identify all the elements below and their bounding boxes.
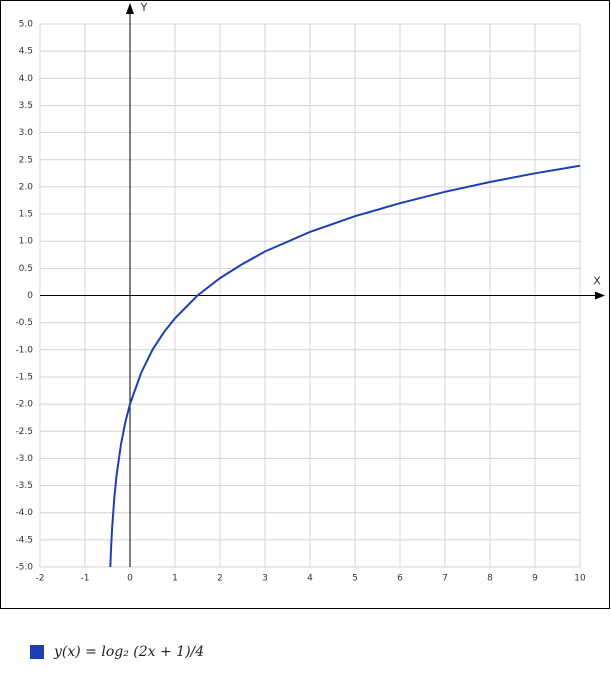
x-tick-label: 9 — [532, 574, 538, 584]
y-tick-label: 5.0 — [19, 20, 34, 30]
x-tick-label: 6 — [397, 574, 403, 584]
y-tick-label: -2.5 — [15, 427, 33, 437]
y-tick-label: 2.0 — [19, 182, 34, 192]
x-tick-label: 7 — [442, 574, 448, 584]
x-axis-arrow — [595, 291, 605, 300]
x-tick-label: 4 — [307, 574, 313, 584]
y-tick-label: -2.0 — [15, 400, 33, 410]
y-tick-label: -5.0 — [15, 563, 33, 573]
x-axis-label: X — [593, 275, 601, 288]
legend-swatch — [30, 645, 44, 659]
x-tick-label: 10 — [574, 574, 586, 584]
y-tick-label: -1.0 — [15, 345, 33, 355]
y-tick-label: 3.5 — [19, 101, 33, 111]
curve — [109, 164, 581, 568]
y-tick-label: -4.5 — [15, 535, 33, 545]
x-tick-label: 2 — [217, 574, 223, 584]
y-tick-label: -0.5 — [15, 318, 33, 328]
frame — [0, 0, 610, 609]
x-tick-label: 8 — [487, 574, 493, 584]
y-tick-label: -3.5 — [15, 481, 33, 491]
y-tick-label: -3.0 — [15, 454, 33, 464]
y-tick-label: 0.5 — [19, 264, 33, 274]
y-tick-label: 2.5 — [19, 155, 33, 165]
y-tick-label: 1.0 — [19, 237, 34, 247]
y-tick-label: 3.0 — [19, 128, 34, 138]
x-tick-label: -1 — [81, 574, 90, 584]
y-axis-label: Y — [140, 1, 148, 14]
y-tick-label: -4.0 — [15, 508, 33, 518]
x-tick-label: 1 — [172, 574, 178, 584]
x-tick-label: 0 — [127, 574, 133, 584]
y-tick-label: 4.5 — [19, 47, 33, 57]
x-tick-label: 5 — [352, 574, 358, 584]
y-tick-label: 0 — [27, 291, 33, 301]
y-tick-label: -1.5 — [15, 372, 33, 382]
y-axis-arrow — [126, 3, 134, 14]
y-tick-label: 1.5 — [19, 210, 33, 220]
legend-label: y(x) = log₂ (2x + 1)/4 — [53, 644, 204, 660]
y-tick-label: 4.0 — [19, 74, 34, 84]
x-tick-label: 3 — [262, 574, 268, 584]
x-tick-label: -2 — [36, 574, 45, 584]
